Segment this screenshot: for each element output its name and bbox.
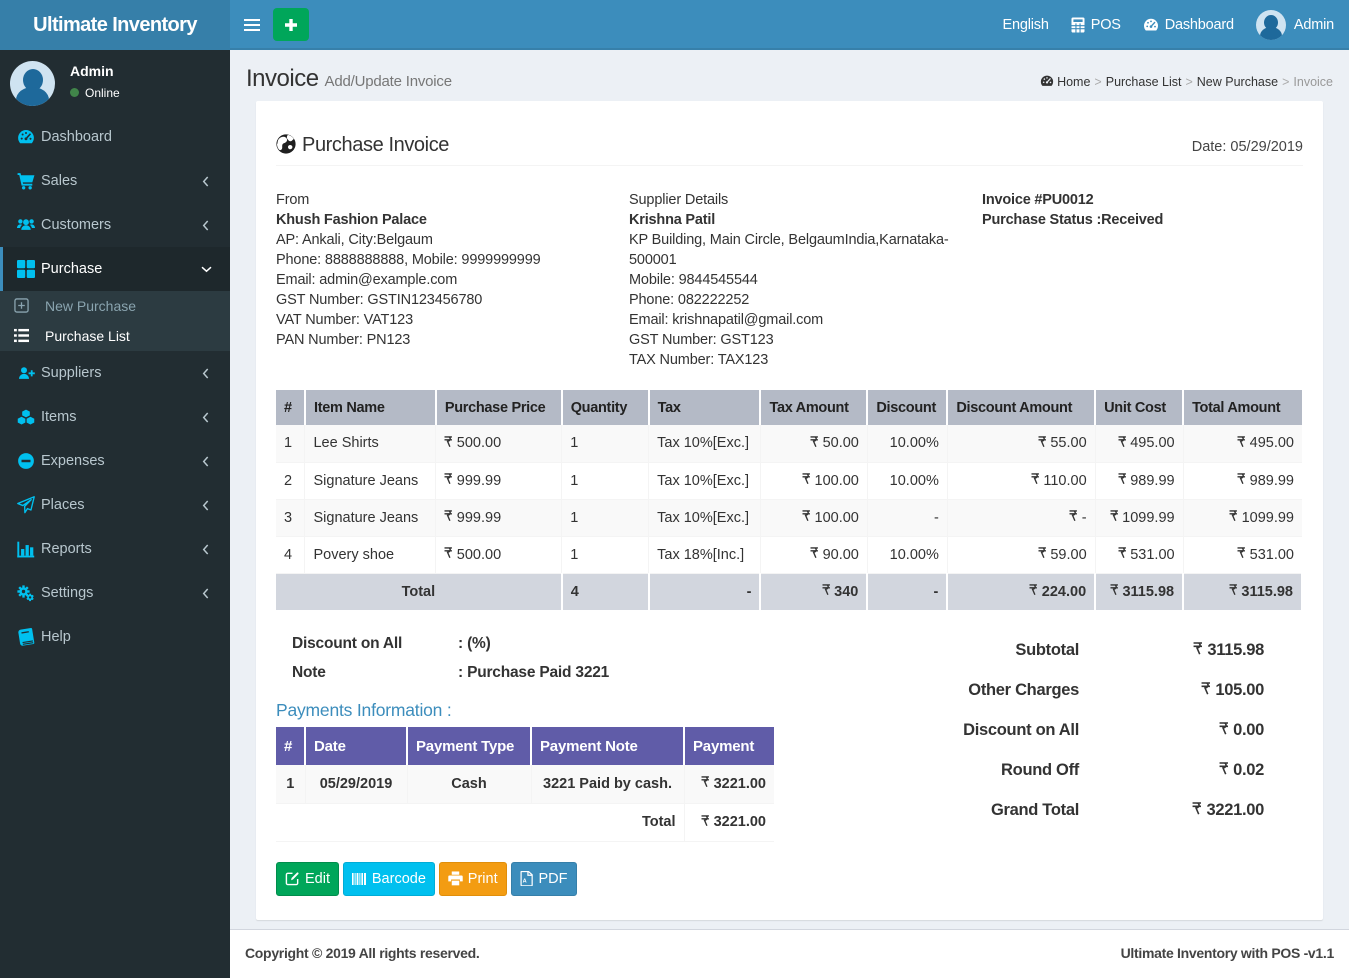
svg-text:A: A — [522, 878, 526, 884]
